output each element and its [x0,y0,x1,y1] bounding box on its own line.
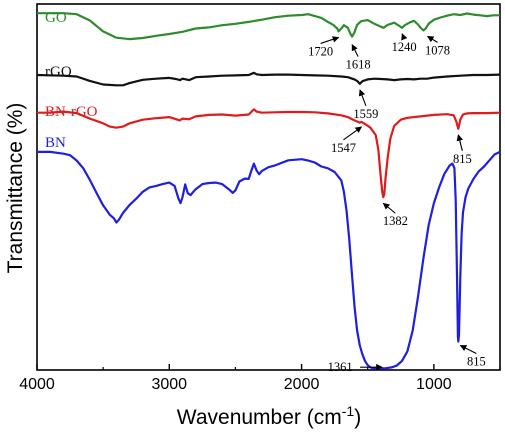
series-label-go: GO [45,10,67,26]
peak-label-815: 815 [467,354,486,368]
x-axis-title: Wavenumber (cm-1) [177,403,361,429]
peak-arrow [426,35,438,43]
peak-arrow [320,36,340,44]
peak-label-1361: 1361 [328,360,353,374]
series-label-rgo: rGO [45,64,72,80]
y-axis-title: Transmittance (%) [4,103,27,274]
series-label-bn-rgo: BN-rGO [45,104,98,120]
peak-label-1547: 1547 [331,141,356,155]
peak-label-815: 815 [453,152,472,166]
peak-label-1559: 1559 [353,107,378,121]
peak-arrow [382,202,396,214]
peak-label-1078: 1078 [425,43,450,57]
x-tick-label: 4000 [19,376,55,393]
peak-arrow [401,33,408,41]
peak-label-1240: 1240 [392,40,417,54]
series-line-rgo [36,71,501,87]
plot-frame [36,3,501,371]
peak-arrow [456,134,463,151]
peak-arrow [358,89,367,106]
x-tick-label: 3000 [151,376,187,393]
series-line-go [37,12,500,41]
peak-arrow [351,43,359,57]
x-tick-label: 2000 [284,376,320,393]
peak-arrow [459,344,477,354]
series-line-bn-rgo [37,108,501,199]
series-line-bn [37,150,501,370]
x-tick-label: 1000 [416,376,452,393]
peak-label-1618: 1618 [346,58,371,72]
series-label-bn: BN [45,135,66,151]
peak-arrow [343,126,363,141]
peak-label-1720: 1720 [308,44,333,58]
peak-label-1382: 1382 [383,214,408,228]
